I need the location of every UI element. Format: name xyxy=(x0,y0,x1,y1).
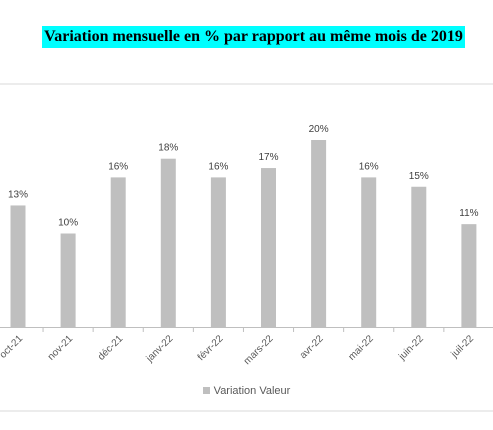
legend: Variation Valeur xyxy=(0,385,493,397)
bar-oct-21 xyxy=(10,205,26,327)
bar-mai-22 xyxy=(361,177,377,327)
chart-title: Variation mensuelle en % par rapport au … xyxy=(42,26,465,48)
x-tick-label-janv-22: janv-22 xyxy=(144,333,176,365)
x-tick-label-mars-22: mars-22 xyxy=(242,333,276,367)
data-label-nov-21: 10% xyxy=(58,218,78,229)
category-ticks-group: oct-21 nov-21 déc-21 janv-22 févr-22 mars-22 a… xyxy=(0,327,477,367)
x-tick-label-mai-22: mai-22 xyxy=(346,333,376,363)
bar-juil-22 xyxy=(461,224,477,327)
data-label-mai-22: 16% xyxy=(359,161,379,172)
legend-swatch xyxy=(202,386,210,394)
chart-title-wrap: Variation mensuelle en % par rapport au … xyxy=(0,26,493,48)
data-label-avr-22: 20% xyxy=(309,124,329,135)
data-labels-group: 13% 10% 16% 18% 16% 17% 20% 16% 15% 11% xyxy=(8,124,479,229)
bar-mars-22 xyxy=(261,168,276,327)
bars-group xyxy=(10,140,477,327)
legend-label: Variation Valeur xyxy=(213,385,291,397)
x-tick-label-avr-22: avr-22 xyxy=(298,333,326,361)
x-tick-label-déc-21: déc-21 xyxy=(96,333,126,363)
bar-janv-22 xyxy=(160,158,176,327)
data-label-juin-22: 15% xyxy=(409,171,429,182)
data-label-févr-22: 16% xyxy=(208,161,228,172)
bar-avr-22 xyxy=(311,140,327,327)
x-tick-label-oct-21: oct-21 xyxy=(0,333,25,361)
bar-juin-22 xyxy=(411,186,427,327)
x-tick-label-juil-22: juil-22 xyxy=(449,333,477,361)
data-label-déc-21: 16% xyxy=(108,161,128,172)
x-tick-label-juin-22: juin-22 xyxy=(396,333,426,363)
data-label-juil-22: 11% xyxy=(459,208,478,219)
x-tick-label-févr-22: févr-22 xyxy=(196,333,226,363)
data-label-janv-22: 18% xyxy=(158,143,178,154)
data-label-oct-21: 13% xyxy=(8,189,28,200)
x-tick-label-nov-21: nov-21 xyxy=(46,333,76,363)
bar-déc-21 xyxy=(110,177,126,327)
data-label-mars-22: 17% xyxy=(258,152,278,163)
bar-févr-22 xyxy=(210,177,226,327)
bar-nov-21 xyxy=(60,233,76,327)
